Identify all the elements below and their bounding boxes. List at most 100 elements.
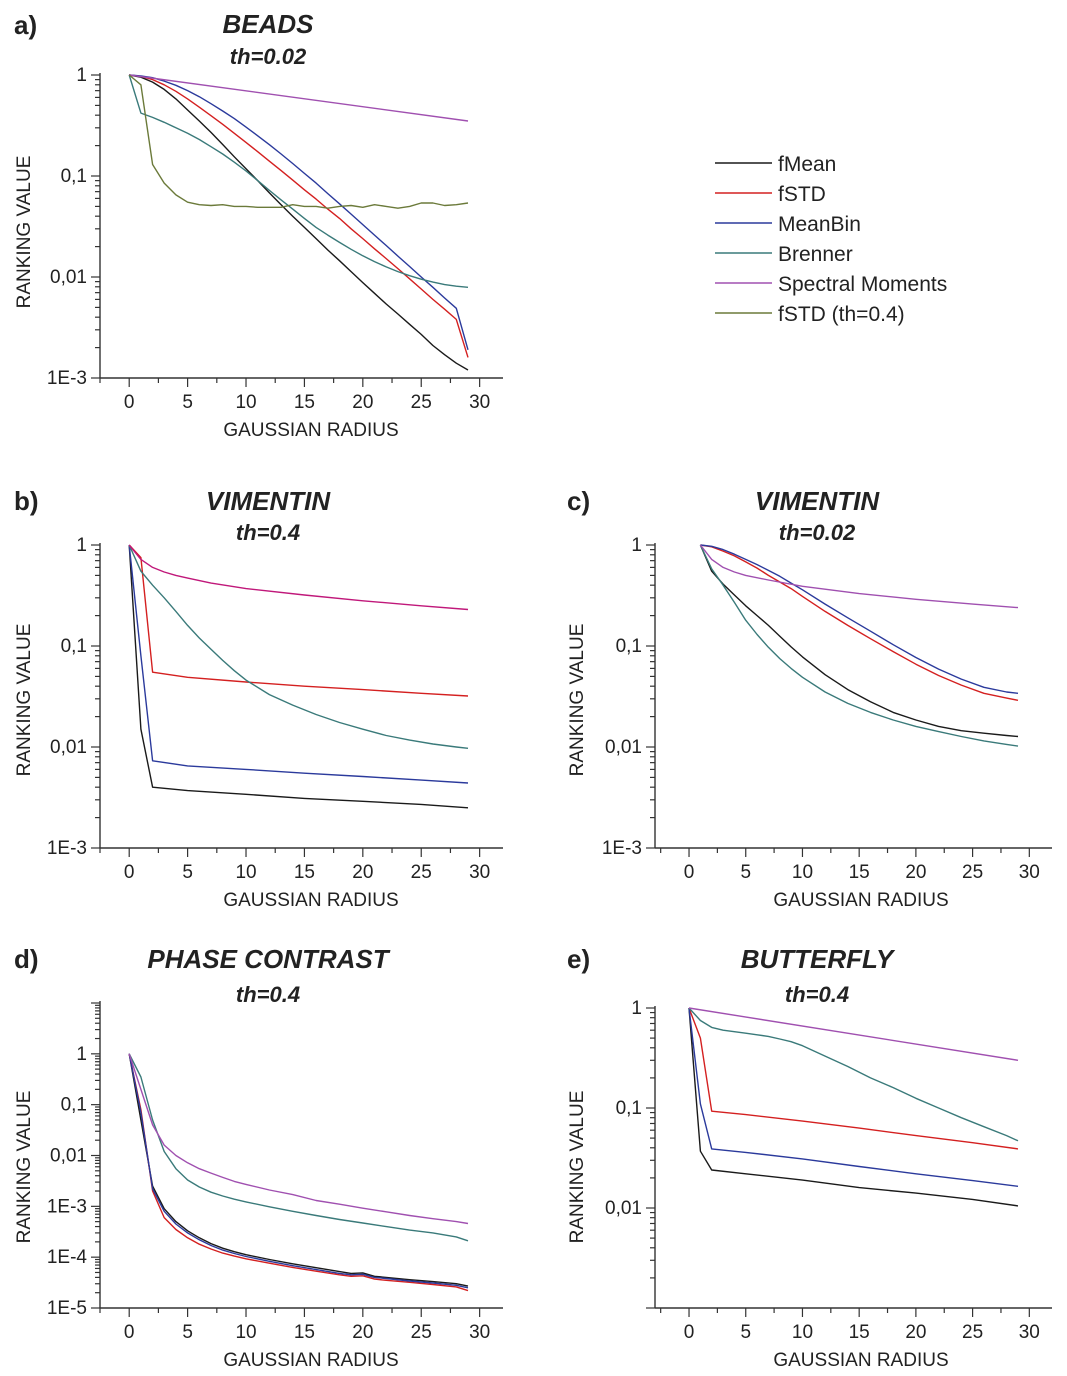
panel-letter: e) bbox=[567, 944, 590, 974]
x-tick-label: 30 bbox=[469, 392, 490, 413]
x-tick-label: 5 bbox=[182, 862, 193, 883]
y-tick-label: 0,1 bbox=[61, 636, 87, 657]
x-tick-label: 10 bbox=[235, 392, 256, 413]
series-line-spectral-moments bbox=[129, 545, 468, 610]
y-tick-label: 1 bbox=[631, 535, 642, 556]
y-tick-label: 0,1 bbox=[61, 1095, 87, 1116]
x-axis-label: GAUSSIAN RADIUS bbox=[223, 420, 398, 441]
x-tick-label: 10 bbox=[792, 862, 813, 883]
y-axis-label: RANKING VALUE bbox=[14, 624, 35, 777]
series-line-meanbin bbox=[129, 75, 468, 350]
y-axis-label: RANKING VALUE bbox=[14, 156, 35, 309]
x-tick-label: 30 bbox=[469, 1322, 490, 1343]
y-tick-label: 0,01 bbox=[50, 267, 87, 288]
legend-label: Brenner bbox=[778, 243, 853, 266]
y-tick-label: 0,01 bbox=[605, 1198, 642, 1219]
chart-panel-5: e) BUTTERFLY th=0.4 1 0,1 0,01 0 5 10 15 20 25 30 GAU… bbox=[567, 944, 1052, 1371]
x-tick-label: 20 bbox=[352, 862, 373, 883]
x-tick-label: 20 bbox=[352, 392, 373, 413]
x-tick-label: 10 bbox=[235, 862, 256, 883]
series-line-spectral-moments bbox=[700, 545, 1018, 608]
y-tick-label: 1E-3 bbox=[47, 368, 87, 389]
chart-panel-3: c) VIMENTIN th=0.02 1 0,1 0,01 1E-3 0 5 10 15 20 25 3… bbox=[567, 486, 1052, 911]
x-tick-label: 15 bbox=[294, 1322, 315, 1343]
y-tick-label: 1 bbox=[631, 998, 642, 1019]
panel-letter: b) bbox=[14, 486, 39, 516]
x-tick-label: 0 bbox=[124, 862, 135, 883]
legend-label: MeanBin bbox=[778, 213, 861, 236]
x-tick-label: 0 bbox=[684, 862, 695, 883]
y-tick-label: 1 bbox=[76, 535, 87, 556]
chart-title: BEADS bbox=[222, 9, 314, 39]
x-tick-label: 10 bbox=[792, 1322, 813, 1343]
y-tick-label: 0,01 bbox=[50, 1146, 87, 1167]
y-tick-label: 1E-4 bbox=[47, 1247, 88, 1268]
y-tick-label: 1E-3 bbox=[47, 1196, 87, 1217]
x-tick-label: 15 bbox=[294, 392, 315, 413]
y-tick-label: 1 bbox=[76, 1044, 87, 1065]
series-line-fstd bbox=[689, 1008, 1018, 1149]
x-tick-label: 20 bbox=[352, 1322, 373, 1343]
x-tick-label: 0 bbox=[124, 1322, 135, 1343]
series-line-brenner bbox=[129, 75, 468, 287]
x-tick-label: 25 bbox=[962, 862, 983, 883]
series-line-fstd-th-0-4 bbox=[129, 75, 468, 208]
x-axis-label: GAUSSIAN RADIUS bbox=[223, 890, 398, 911]
series-line-brenner bbox=[129, 1054, 468, 1241]
series-line-meanbin bbox=[700, 545, 1018, 693]
y-tick-label: 0,1 bbox=[616, 636, 642, 657]
x-tick-label: 0 bbox=[684, 1322, 695, 1343]
y-tick-label: 1E-3 bbox=[47, 838, 87, 859]
x-tick-label: 5 bbox=[740, 862, 751, 883]
chart-panel-2: b) VIMENTIN th=0.4 1 0,1 0,01 1E-3 0 5 10 15 20 25 30… bbox=[14, 486, 503, 911]
x-tick-label: 5 bbox=[182, 1322, 193, 1343]
chart-title: VIMENTIN bbox=[755, 486, 880, 516]
legend: fMean fSTD MeanBin Brenner Spectral Moments f… bbox=[715, 153, 947, 326]
panel-letter: d) bbox=[14, 944, 39, 974]
chart-subtitle: th=0.4 bbox=[236, 982, 300, 1007]
chart-subtitle: th=0.4 bbox=[785, 982, 849, 1007]
y-axis-label: RANKING VALUE bbox=[567, 1091, 588, 1244]
x-tick-label: 15 bbox=[294, 862, 315, 883]
series-line-spectral-moments bbox=[129, 1054, 468, 1224]
y-tick-label: 1E-3 bbox=[602, 838, 642, 859]
x-tick-label: 30 bbox=[1019, 862, 1040, 883]
chart-subtitle: th=0.02 bbox=[779, 520, 856, 545]
x-tick-label: 25 bbox=[411, 862, 432, 883]
y-tick-label: 0,01 bbox=[50, 737, 87, 758]
legend-label: fSTD (th=0.4) bbox=[778, 303, 905, 326]
series-line-brenner bbox=[129, 545, 468, 748]
y-tick-label: 1 bbox=[76, 65, 87, 86]
x-tick-label: 30 bbox=[469, 862, 490, 883]
chart-title: PHASE CONTRAST bbox=[147, 944, 390, 974]
legend-label: Spectral Moments bbox=[778, 273, 947, 296]
chart-panel-1: a) BEADS th=0.02 1 0,1 0,01 1E-3 0 5 10 15 20 25 30 GA… bbox=[14, 9, 503, 441]
chart-title: BUTTERFLY bbox=[741, 944, 896, 974]
y-tick-label: 1E-5 bbox=[47, 1298, 87, 1319]
legend-label: fSTD bbox=[778, 183, 826, 206]
x-tick-label: 15 bbox=[849, 862, 870, 883]
x-tick-label: 25 bbox=[411, 1322, 432, 1343]
y-tick-label: 0,1 bbox=[616, 1098, 642, 1119]
series-line-spectral-moments bbox=[129, 75, 468, 121]
x-axis-label: GAUSSIAN RADIUS bbox=[223, 1350, 398, 1371]
panel-letter: c) bbox=[567, 486, 590, 516]
series-line-spectral-moments bbox=[689, 1008, 1018, 1060]
x-tick-label: 15 bbox=[849, 1322, 870, 1343]
x-tick-label: 10 bbox=[235, 1322, 256, 1343]
series-line-meanbin bbox=[129, 545, 468, 783]
series-line-fmean bbox=[689, 1008, 1018, 1206]
chart-subtitle: th=0.02 bbox=[230, 44, 307, 69]
x-tick-label: 5 bbox=[740, 1322, 751, 1343]
y-tick-label: 0,1 bbox=[61, 166, 87, 187]
y-axis-label: RANKING VALUE bbox=[14, 1091, 35, 1244]
series-line-brenner bbox=[689, 1008, 1018, 1141]
y-axis-label: RANKING VALUE bbox=[567, 624, 588, 777]
legend-label: fMean bbox=[778, 153, 836, 176]
series-line-fmean bbox=[129, 75, 468, 370]
chart-subtitle: th=0.4 bbox=[236, 520, 300, 545]
chart-title: VIMENTIN bbox=[206, 486, 331, 516]
x-tick-label: 25 bbox=[411, 392, 432, 413]
panel-letter: a) bbox=[14, 10, 37, 40]
